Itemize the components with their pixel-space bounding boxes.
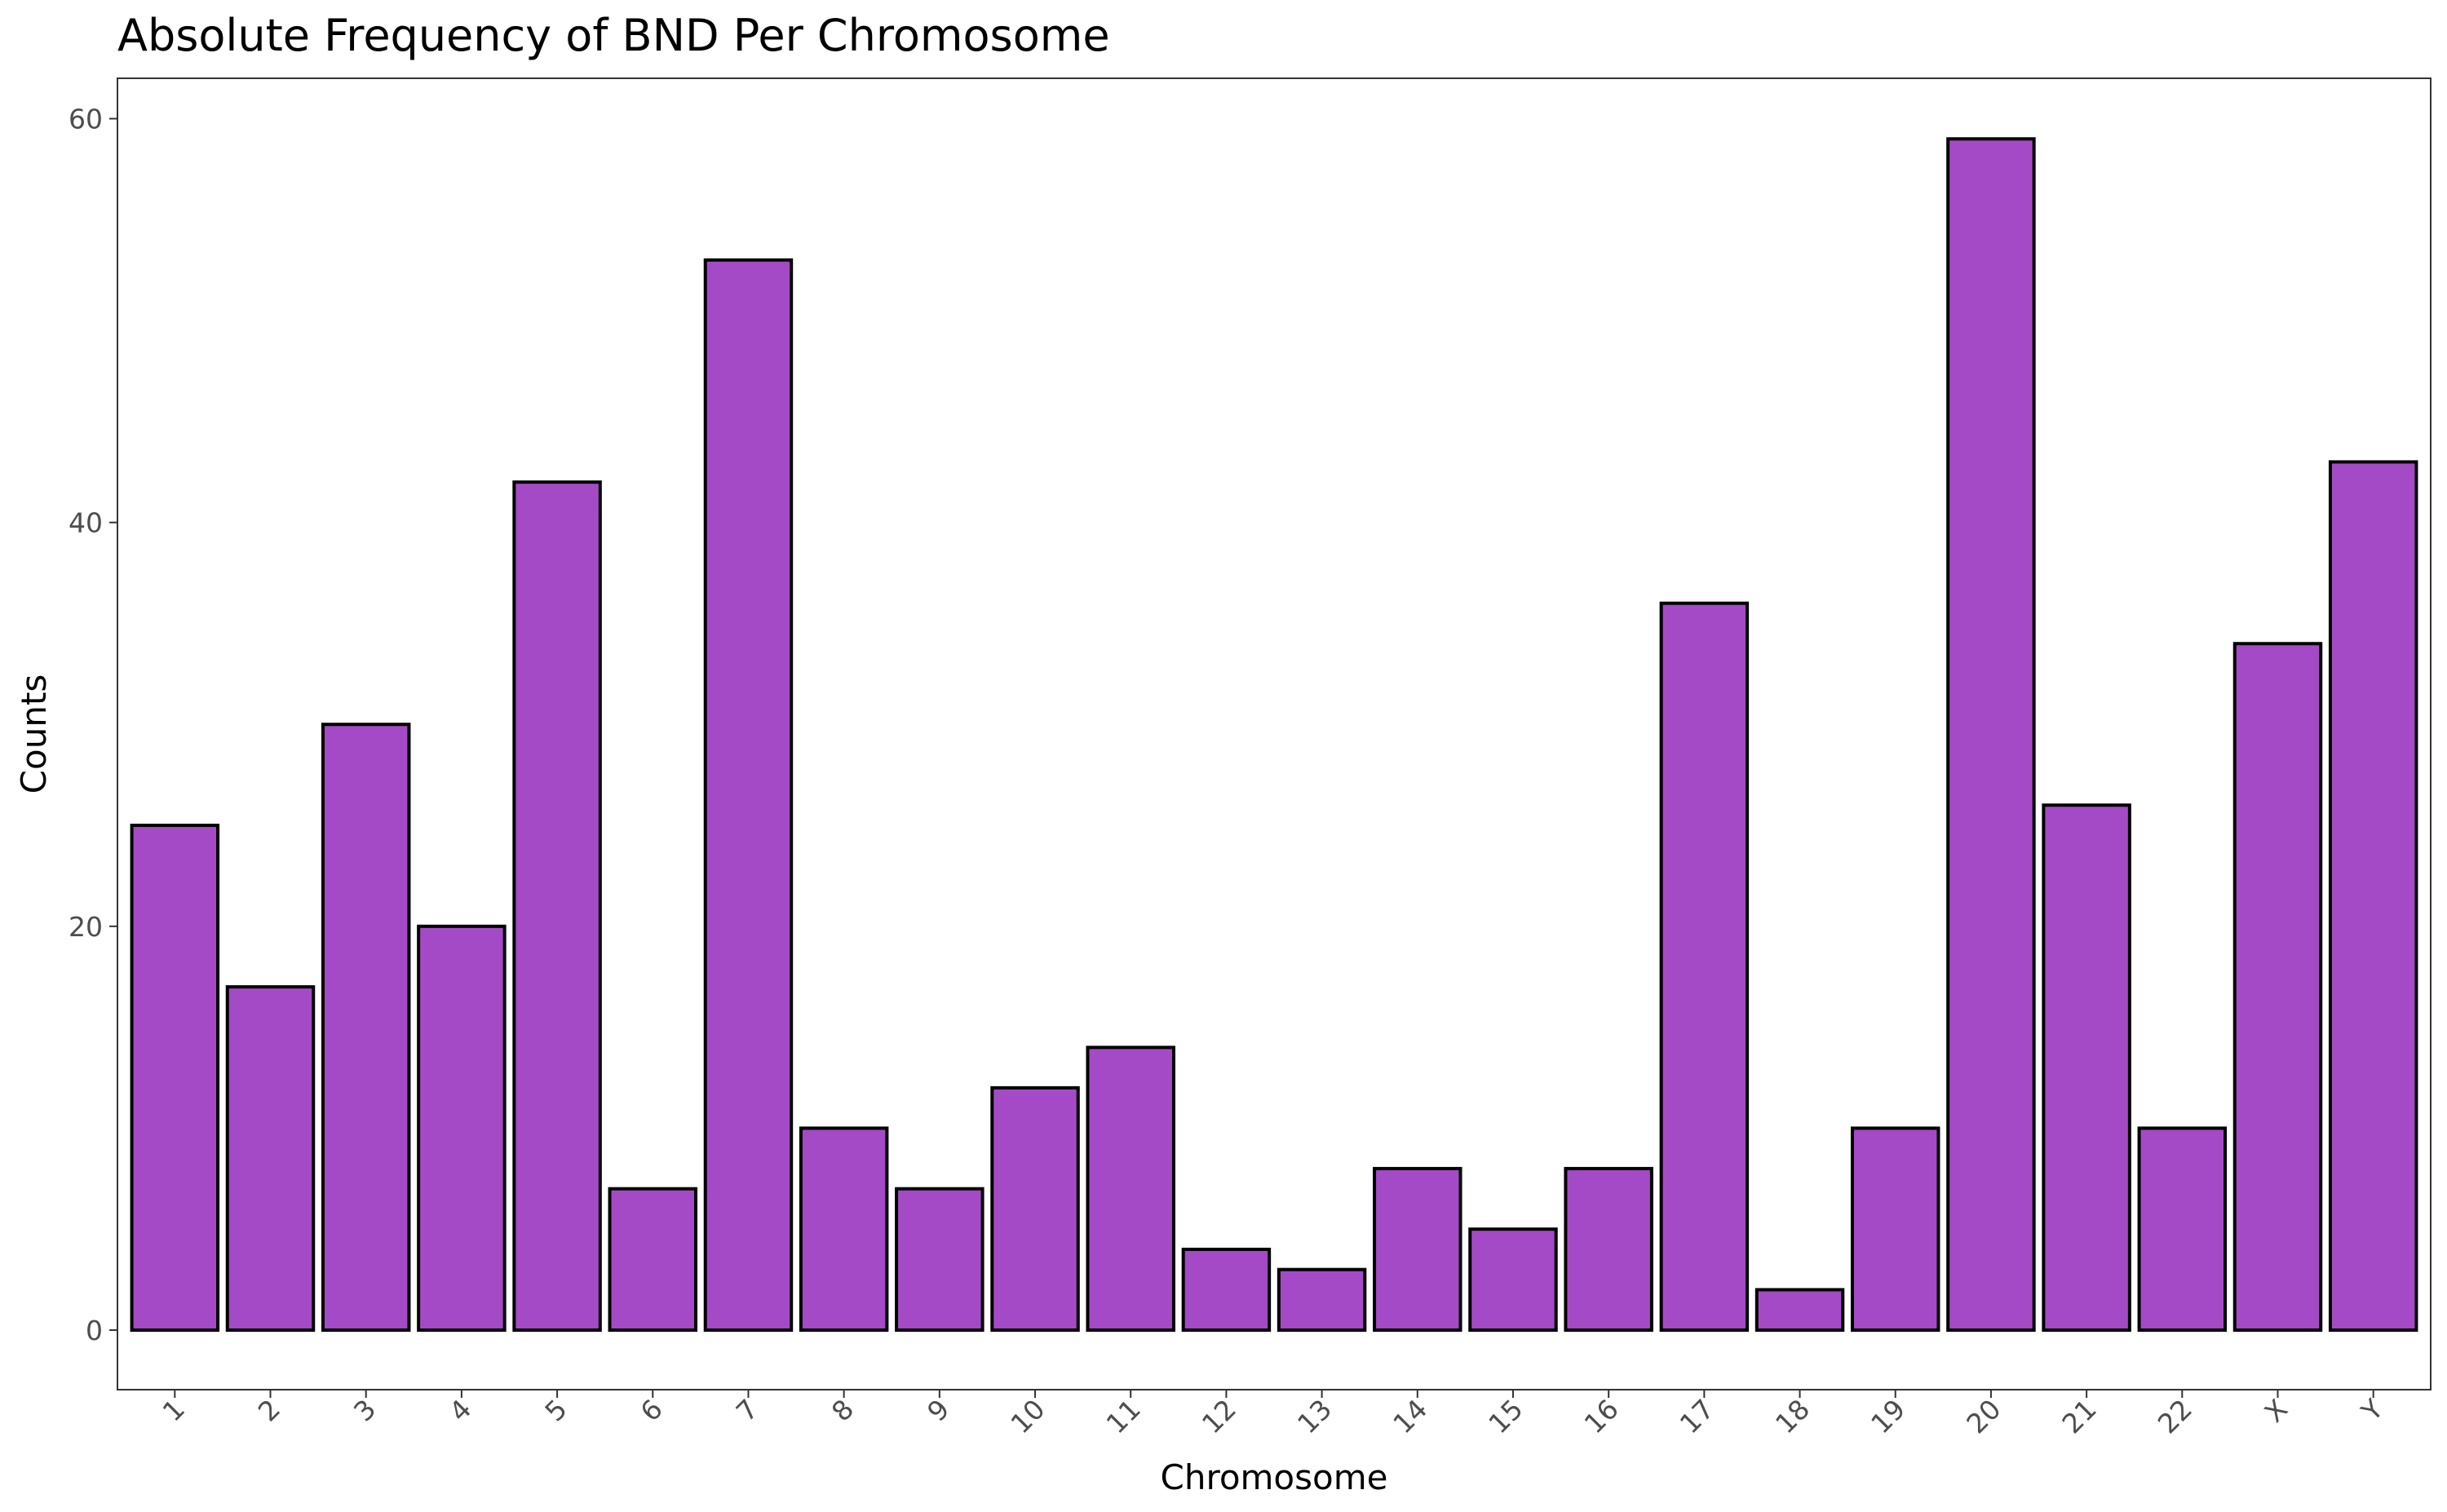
x-tick-label: 12 (1196, 1393, 1242, 1439)
x-tick-label: 15 (1482, 1393, 1529, 1439)
bar-chr-Y (2328, 460, 2418, 1332)
bars-group (130, 137, 2418, 1332)
x-tick-label: 20 (1960, 1393, 2007, 1439)
x-tick-label: 8 (825, 1393, 860, 1427)
plot-panel (117, 77, 2432, 1390)
bar-chr-5 (512, 480, 602, 1332)
x-tick-label: X (2259, 1393, 2294, 1429)
x-tick-label: 5 (538, 1393, 573, 1427)
x-tick-label: 21 (2055, 1393, 2102, 1439)
x-tick-label: 3 (347, 1393, 382, 1427)
bar-chr-12 (1181, 1247, 1272, 1332)
x-tick-label: 22 (2152, 1393, 2198, 1439)
x-tick-label: 13 (1291, 1393, 1338, 1439)
x-tick-label: 2 (252, 1393, 286, 1427)
y-axis: 0 20 40 60 (69, 104, 117, 1346)
bar-chr-7 (703, 258, 794, 1332)
bar-chr-22 (2137, 1126, 2228, 1332)
bar-chr-X (2232, 642, 2323, 1332)
bar-chr-18 (1754, 1288, 1845, 1332)
bar-chr-16 (1564, 1166, 1653, 1332)
bar-chr-13 (1277, 1267, 1367, 1332)
bar-chr-19 (1851, 1126, 1940, 1332)
bar-chr-17 (1659, 601, 1750, 1332)
x-tick-label: 7 (730, 1393, 764, 1427)
x-tick-label: 11 (1100, 1393, 1147, 1439)
x-tick-label: Y (2355, 1392, 2390, 1427)
x-tick-label: 4 (443, 1393, 477, 1427)
x-tick-label: 14 (1387, 1393, 1433, 1439)
x-tick-label: 9 (921, 1393, 955, 1427)
bar-chr-2 (225, 985, 316, 1332)
x-tick-label: 18 (1769, 1393, 1816, 1439)
chart-title: Absolute Frequency of BND Per Chromosome (117, 10, 1110, 61)
x-tick-label: 19 (1865, 1393, 1911, 1439)
y-tick-label: 0 (86, 1315, 103, 1346)
x-tick-label: 6 (634, 1393, 668, 1427)
bar-chr-3 (321, 723, 411, 1332)
bar-chr-10 (990, 1085, 1080, 1332)
y-tick-label: 40 (69, 507, 103, 539)
bar-chr-11 (1086, 1046, 1175, 1332)
y-tick-label: 60 (69, 104, 103, 135)
bar-chr-4 (417, 924, 507, 1332)
x-axis: 1 2 3 4 5 6 7 8 9 10 11 12 13 14 15 16 17 18 19 20 21 22 X Y (157, 1390, 2390, 1439)
bar-chr-6 (608, 1187, 698, 1332)
x-tick-label: 17 (1674, 1393, 1720, 1439)
x-tick-label: 16 (1578, 1393, 1625, 1439)
x-axis-label: Chromosome (1161, 1457, 1388, 1497)
bar-chr-20 (1946, 137, 2036, 1332)
bar-chr-14 (1373, 1166, 1462, 1332)
bar-chr-8 (799, 1126, 889, 1332)
bar-chr-1 (130, 824, 220, 1332)
x-tick-label: 10 (1004, 1393, 1051, 1439)
x-tick-label: 1 (157, 1393, 191, 1427)
y-axis-label: Counts (14, 674, 54, 794)
bar-chr-9 (895, 1187, 985, 1332)
bar-chr-15 (1468, 1227, 1558, 1332)
bar-chr-21 (2042, 803, 2131, 1332)
y-tick-label: 20 (69, 911, 103, 943)
